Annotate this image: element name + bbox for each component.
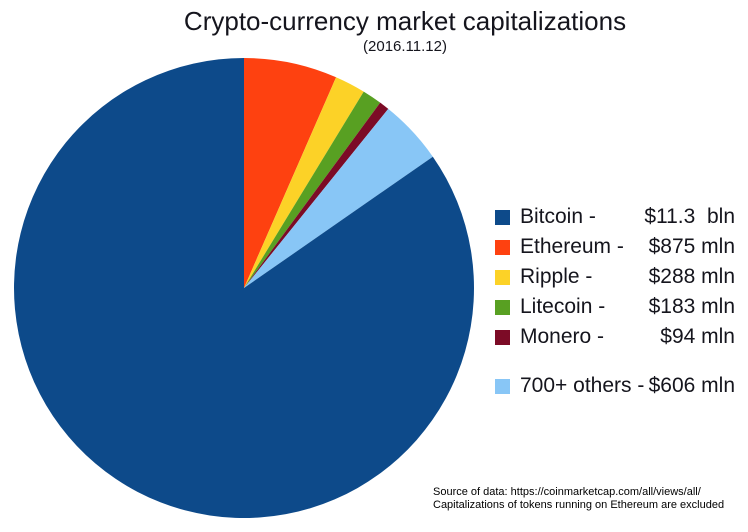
legend-label: Litecoin - <box>520 295 606 318</box>
legend-value: $875 mln <box>648 235 735 258</box>
source-note: Source of data: https://coinmarketcap.co… <box>433 486 724 512</box>
legend-item-700-others: 700+ others - $606 mln <box>495 371 735 401</box>
legend-value: $288 mln <box>648 265 735 288</box>
pie-slice-ethereum <box>244 58 337 288</box>
legend-swatch-ripple <box>495 269 510 285</box>
pie-slice-ripple <box>244 77 364 289</box>
legend-label: Monero - <box>520 325 605 348</box>
legend-label: Ethereum - <box>520 235 624 258</box>
chart-title: Crypto-currency market capitalizations <box>183 6 627 36</box>
legend-value: $606 mln <box>648 374 735 397</box>
legend-swatch-ethereum <box>495 239 510 255</box>
chart-subtitle: (2016.11.12) <box>363 38 447 55</box>
legend-value: $11.3 bln <box>644 205 735 228</box>
legend-swatch-monero <box>495 329 510 345</box>
legend-item-bitcoin: Bitcoin - $11.3 bln <box>495 202 735 232</box>
source-note-line2: Capitalizations of tokens running on Eth… <box>433 499 725 511</box>
source-note-line1: Source of data: https://coinmarketcap.co… <box>433 486 701 498</box>
legend-item-litecoin: Litecoin - $183 mln <box>495 292 735 322</box>
legend-label: Bitcoin - <box>520 205 596 228</box>
legend-swatch-litecoin <box>495 299 510 315</box>
legend-value: $183 mln <box>648 295 735 318</box>
pie-slice-litecoin <box>244 91 381 289</box>
legend-item-monero: Monero - $94 mln <box>495 322 735 352</box>
legend-label: 700+ others - <box>520 374 645 397</box>
legend-item-ethereum: Ethereum - $875 mln <box>495 232 735 262</box>
pie-slice-monero <box>244 102 389 289</box>
pie-slice-700-others <box>244 108 433 288</box>
legend-value: $94 mln <box>660 325 735 348</box>
legend: Bitcoin - $11.3 bln Ethereum - $875 mln Ripp… <box>495 202 735 401</box>
legend-swatch-700-others <box>495 378 510 394</box>
legend-swatch-bitcoin <box>495 209 510 225</box>
legend-item-ripple: Ripple - $288 mln <box>495 262 735 292</box>
legend-label: Ripple - <box>520 265 593 288</box>
pie-slice-bitcoin <box>14 58 475 518</box>
